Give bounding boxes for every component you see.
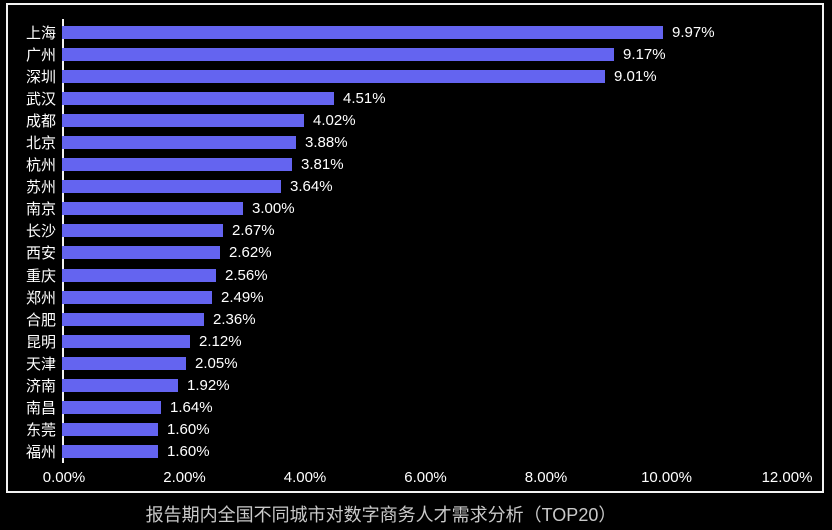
- bar: [62, 268, 216, 282]
- category-label: 长沙: [25, 223, 56, 241]
- category-label: 苏州: [25, 179, 56, 197]
- bar-rows: 上海 9.97% 广州 9.17% 深圳 9.01% 武汉 4.51% 成都 4.02% 北京 3.8…: [8, 21, 822, 463]
- bar: [62, 401, 161, 415]
- value-label: 1.92%: [187, 377, 230, 395]
- bar: [62, 158, 292, 172]
- value-label: 2.12%: [199, 332, 242, 350]
- bar-row: 杭州 3.81%: [8, 154, 822, 176]
- category-label: 福州: [25, 444, 56, 462]
- value-label: 2.56%: [225, 266, 268, 284]
- value-label: 3.64%: [290, 178, 333, 196]
- bar-row: 郑州 2.49%: [8, 286, 822, 308]
- bar-row: 深圳 9.01%: [8, 65, 822, 87]
- bar: [62, 246, 220, 260]
- bar-row: 济南 1.92%: [8, 375, 822, 397]
- bar-row: 重庆 2.56%: [8, 264, 822, 286]
- category-label: 东莞: [25, 422, 56, 440]
- bar-row: 苏州 3.64%: [8, 176, 822, 198]
- category-label: 昆明: [25, 333, 56, 351]
- value-label: 3.88%: [305, 134, 348, 152]
- value-label: 2.05%: [195, 354, 238, 372]
- value-label: 9.01%: [614, 67, 657, 85]
- bar: [62, 312, 204, 326]
- bar-row: 成都 4.02%: [8, 109, 822, 131]
- category-label: 济南: [25, 378, 56, 396]
- bar-row: 福州 1.60%: [8, 441, 822, 463]
- x-tick-label: 8.00%: [524, 469, 568, 486]
- bar-row: 西安 2.62%: [8, 242, 822, 264]
- chart-title: 报告期内全国不同城市对数字商务人才需求分析（TOP20）: [145, 505, 617, 525]
- bar-row: 上海 9.97%: [8, 21, 822, 43]
- bar-row: 合肥 2.36%: [8, 308, 822, 330]
- value-label: 1.60%: [167, 443, 210, 461]
- bar: [62, 379, 178, 393]
- value-label: 2.67%: [232, 222, 275, 240]
- bar: [62, 136, 296, 150]
- value-label: 1.60%: [167, 421, 210, 439]
- x-tick-label: 2.00%: [163, 469, 206, 486]
- value-label: 2.36%: [213, 310, 256, 328]
- bar: [62, 91, 334, 105]
- category-label: 武汉: [25, 90, 56, 108]
- bar: [62, 334, 190, 348]
- category-label: 深圳: [25, 68, 56, 86]
- bar: [62, 202, 243, 216]
- x-tick-label: 10.00%: [641, 469, 692, 486]
- chart-plot-area: 上海 9.97% 广州 9.17% 深圳 9.01% 武汉 4.51% 成都 4.02% 北京 3.8…: [6, 3, 824, 493]
- category-label: 广州: [25, 46, 56, 64]
- category-label: 上海: [25, 24, 56, 42]
- value-label: 3.81%: [301, 156, 344, 174]
- value-label: 4.02%: [313, 111, 356, 129]
- category-label: 北京: [25, 135, 56, 153]
- bar-row: 东莞 1.60%: [8, 419, 822, 441]
- category-label: 天津: [25, 355, 56, 373]
- category-label: 重庆: [25, 267, 56, 285]
- bar-row: 昆明 2.12%: [8, 330, 822, 352]
- category-label: 合肥: [25, 311, 56, 329]
- bar: [62, 224, 223, 238]
- bar: [62, 69, 605, 83]
- value-label: 2.49%: [221, 288, 264, 306]
- bar-row: 广州 9.17%: [8, 43, 822, 65]
- bar: [62, 47, 614, 61]
- category-label: 西安: [25, 245, 56, 263]
- bar: [62, 356, 186, 370]
- bar-row: 长沙 2.67%: [8, 220, 822, 242]
- bar-row: 武汉 4.51%: [8, 87, 822, 109]
- category-label: 南京: [25, 201, 56, 219]
- bar: [62, 423, 158, 437]
- x-tick-label: 6.00%: [404, 469, 447, 486]
- x-axis: 0.00% 2.00% 4.00% 6.00% 8.00% 10.00% 12.00%: [43, 469, 813, 491]
- value-label: 1.64%: [170, 399, 213, 417]
- x-tick-label: 4.00%: [283, 469, 327, 486]
- category-label: 南昌: [25, 400, 56, 418]
- bar-row: 北京 3.88%: [8, 131, 822, 153]
- bar: [62, 445, 158, 459]
- bar: [62, 180, 281, 194]
- y-axis-line: [62, 19, 64, 463]
- x-tick-label: 12.00%: [761, 469, 813, 486]
- value-label: 4.51%: [343, 89, 386, 107]
- value-label: 9.17%: [623, 45, 666, 63]
- value-label: 3.00%: [252, 200, 295, 218]
- bar-row: 南京 3.00%: [8, 198, 822, 220]
- category-label: 郑州: [25, 289, 56, 307]
- bar: [62, 25, 663, 39]
- bar: [62, 113, 304, 127]
- bar-row: 天津 2.05%: [8, 352, 822, 374]
- value-label: 9.97%: [672, 23, 715, 41]
- bar: [62, 290, 212, 304]
- category-label: 杭州: [25, 157, 56, 175]
- value-label: 2.62%: [229, 244, 272, 262]
- bar-row: 南昌 1.64%: [8, 397, 822, 419]
- x-tick-label: 0.00%: [42, 469, 86, 486]
- category-label: 成都: [25, 112, 56, 130]
